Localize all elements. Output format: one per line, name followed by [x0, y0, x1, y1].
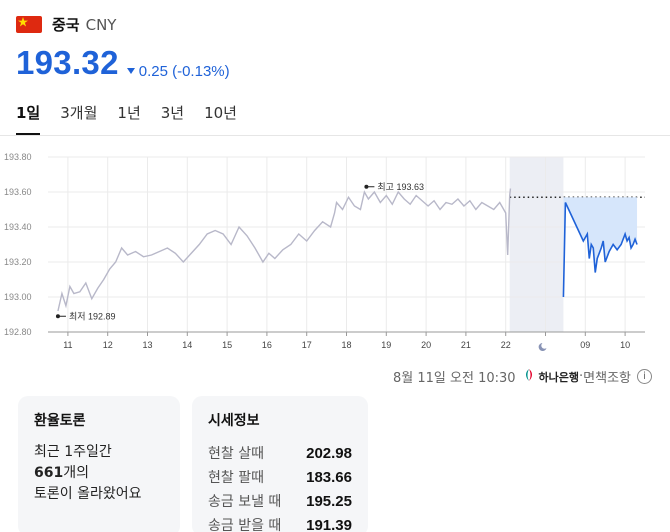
exchange-rate-chart[interactable]: 193.80 193.60 193.40 193.20 193.00 192.80 11 12… [0, 146, 670, 361]
rate-row: 현찰 팔때 183.66 [208, 466, 352, 490]
tab-divider [0, 135, 670, 136]
series-line [562, 202, 638, 298]
rate-row: 현찰 살때 202.98 [208, 442, 352, 466]
x-tick-label: 20 [421, 340, 431, 350]
disclaimer-link[interactable]: 면책조항 [583, 371, 631, 386]
price-change: 0.25 (-0.13%) [126, 62, 230, 80]
x-tick-label: 21 [461, 340, 471, 350]
rate-value: 195.25 [306, 493, 352, 510]
info-icon[interactable]: i [637, 369, 652, 384]
tab-1-year[interactable]: 1년 [117, 104, 141, 122]
rate-row: 송금 보낼 때 195.25 [208, 490, 352, 514]
annotation-label: 최저 192.89 [69, 311, 116, 321]
series-line [57, 188, 512, 312]
discussion-card[interactable]: 환율토론 최근 1주일간 661개의 토론이 올라왔어요 [18, 396, 180, 532]
tab-10-years[interactable]: 10년 [204, 104, 237, 122]
currency-code: CNY [85, 15, 117, 34]
rate-label: 현찰 팔때 [208, 470, 264, 486]
hana-bank-logo-icon [522, 368, 536, 386]
discussion-title: 환율토론 [34, 413, 86, 429]
after-hours-region [509, 157, 564, 332]
down-triangle-icon [126, 68, 135, 74]
rate-row: 송금 받을 때 191.39 [208, 514, 352, 532]
rates-card: 시세정보 현찰 살때 202.98 현찰 팔때 183.66 송금 보낼 때 195.… [192, 396, 368, 532]
update-timestamp: 8월 11일 오전 10:30 [393, 371, 516, 386]
period-tabs: 1일 3개월 1년 3년 10년 [16, 102, 257, 135]
discussion-line-1: 최근 1주일간 [34, 444, 112, 460]
y-tick-label: 193.40 [4, 222, 32, 232]
y-tick-label: 193.60 [4, 187, 32, 197]
tab-1-day[interactable]: 1일 [16, 102, 41, 135]
moon-icon [538, 343, 547, 351]
rate-label: 송금 받을 때 [208, 518, 282, 532]
rate-value: 202.98 [306, 445, 352, 462]
discussion-count-suffix: 개의 [63, 465, 89, 481]
y-tick-label: 193.80 [4, 152, 32, 162]
china-flag-icon [16, 16, 42, 33]
bank-name: 하나은행 [538, 370, 580, 384]
discussion-line-2: 661개의 [34, 463, 164, 484]
annotation-label: 최고 193.63 [377, 182, 424, 192]
y-tick-label: 193.20 [4, 257, 32, 267]
x-tick-label: 16 [262, 340, 272, 350]
rate-value: 183.66 [306, 469, 352, 486]
rate-label: 현찰 살때 [208, 446, 264, 462]
price-row: 193.32 0.25 (-0.13%) [16, 44, 230, 82]
discussion-count: 661 [34, 465, 64, 481]
tab-3-months[interactable]: 3개월 [60, 104, 98, 122]
price-change-value: 0.25 (-0.13%) [138, 62, 230, 80]
x-tick-label: 12 [103, 340, 113, 350]
x-tick-label: 13 [142, 340, 152, 350]
discussion-line-3: 토론이 올라왔어요 [34, 486, 142, 502]
x-tick-label: 09 [580, 340, 590, 350]
x-tick-label: 11 [63, 340, 72, 350]
y-tick-label: 192.80 [4, 327, 32, 337]
x-tick-label: 18 [341, 340, 351, 350]
rates-title: 시세정보 [208, 413, 260, 429]
currency-header: 중국 CNY [16, 14, 116, 35]
x-tick-label: 15 [222, 340, 232, 350]
x-tick-label: 17 [302, 340, 312, 350]
x-tick-label: 14 [182, 340, 192, 350]
x-tick-label: 22 [501, 340, 511, 350]
separator: · [579, 369, 584, 384]
rate-label: 송금 보낼 때 [208, 494, 282, 510]
currency-name: 중국 [52, 16, 80, 34]
rate-value: 191.39 [306, 517, 352, 532]
tab-3-years[interactable]: 3년 [160, 104, 185, 122]
series-fill [563, 197, 638, 297]
y-tick-label: 193.00 [4, 292, 32, 302]
chart-footnote: 8월 11일 오전 10:30 하나은행 · 면책조항 i [393, 367, 652, 386]
current-price: 193.32 [16, 44, 119, 81]
x-tick-label: 19 [381, 340, 391, 350]
x-tick-label: 10 [620, 340, 630, 350]
